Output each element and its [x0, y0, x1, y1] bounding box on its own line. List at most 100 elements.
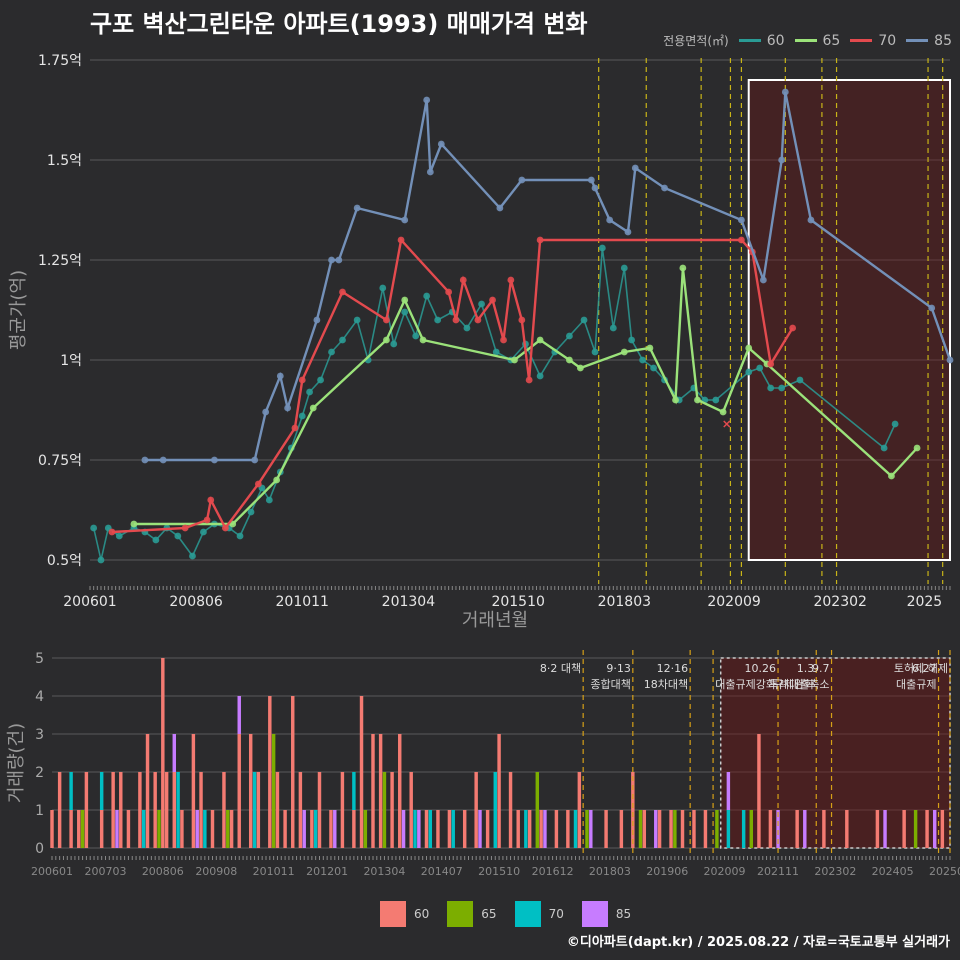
data-point-70	[738, 236, 745, 244]
bar-85	[589, 810, 593, 848]
data-point-85	[251, 456, 259, 464]
bar-60	[619, 810, 624, 848]
x-tick-label: 200806	[142, 865, 184, 878]
bar-65	[715, 810, 719, 848]
bar-70	[413, 810, 417, 848]
bar-60	[692, 810, 696, 848]
x-tick-label: 201510	[478, 865, 520, 878]
bar-60	[77, 810, 81, 848]
bar-60	[474, 772, 478, 848]
data-point-70	[536, 236, 544, 244]
data-point-60	[412, 332, 420, 340]
data-point-85	[426, 168, 434, 176]
legend-bottom-item-70: 70	[514, 901, 564, 927]
data-point-60	[580, 316, 588, 324]
bar-60	[180, 810, 184, 848]
legend-bottom-item-65: 65	[447, 901, 497, 927]
bar-60	[462, 810, 467, 848]
bar-70	[69, 772, 73, 810]
bar-60	[317, 772, 322, 848]
data-point-70	[108, 528, 116, 536]
data-point-70	[518, 316, 526, 324]
bar-60	[291, 696, 295, 848]
bar-60	[657, 810, 662, 848]
x-tick-label: 202111	[757, 865, 799, 878]
x-tick-label: 202302	[814, 865, 856, 878]
data-point-60	[745, 368, 753, 376]
bar-60	[164, 772, 169, 848]
policy-label: 규제완화	[774, 678, 814, 691]
bar-60	[275, 772, 280, 848]
x-tick-label: 200806	[169, 594, 223, 610]
x-tick-label: 201304	[382, 594, 436, 610]
policy-label: 9.7	[812, 662, 830, 675]
data-point-60	[796, 376, 804, 384]
bar-60	[902, 810, 906, 848]
legend-bottom: 60 65 70 85	[380, 901, 639, 927]
bar-60	[757, 734, 761, 848]
data-point-60	[298, 412, 306, 420]
data-point-85	[661, 184, 668, 192]
data-point-65	[694, 396, 701, 404]
price-chart: 0.5억 0.75억 1억 1.25억 1.5억 1.75억 200601 200806 201…	[8, 53, 954, 631]
bar-65	[157, 810, 161, 848]
legend-top: 전용면적(㎡) 60 65 70 85	[663, 32, 952, 49]
data-point-70	[445, 288, 453, 296]
legend-title: 전용면적(㎡)	[663, 34, 729, 48]
bar-60	[329, 810, 333, 848]
bar-70	[313, 810, 318, 848]
bar-65	[382, 772, 387, 848]
bar-70	[252, 772, 257, 848]
data-point-65	[566, 356, 573, 364]
bar-60	[237, 734, 241, 848]
series-line-85	[144, 91, 952, 462]
bar-60	[256, 772, 261, 848]
y-tick-label: 0.75억	[38, 453, 82, 469]
data-point-60	[756, 364, 764, 372]
bar-60	[409, 772, 413, 848]
bar-85	[195, 810, 199, 848]
data-point-60	[152, 536, 160, 544]
bar-60	[485, 810, 490, 848]
bar-60	[508, 772, 513, 848]
data-point-60	[650, 364, 657, 372]
bar-60	[161, 658, 165, 848]
volume-chart: 0 1 2 3 4 5 200601 200703 200806 200908 201011 2012…	[6, 650, 960, 878]
data-point-65	[309, 404, 317, 412]
data-point-65	[401, 296, 409, 304]
bar-65	[226, 810, 230, 848]
data-point-70	[207, 496, 215, 504]
data-point-85	[606, 216, 614, 224]
bar-60	[111, 772, 115, 848]
data-point-60	[891, 420, 899, 428]
data-point-65	[888, 472, 895, 480]
bar-60	[680, 810, 685, 848]
data-point-65	[273, 476, 281, 484]
legend-bottom-item-85: 85	[581, 901, 631, 927]
data-point-85	[276, 372, 284, 380]
bar-60	[99, 810, 104, 848]
data-point-70	[789, 324, 797, 332]
bar-70	[726, 810, 731, 848]
bar-85	[237, 696, 241, 734]
data-point-65	[672, 396, 679, 404]
bar-60	[84, 772, 89, 848]
data-point-70	[500, 336, 507, 344]
data-point-85	[587, 176, 595, 184]
data-point-60	[591, 348, 599, 356]
bar-60	[283, 810, 287, 848]
bar-65	[535, 772, 540, 848]
data-point-65	[679, 264, 687, 272]
bar-85	[401, 810, 406, 848]
bar-60	[768, 810, 773, 848]
data-point-85	[928, 304, 936, 312]
bar-85	[883, 810, 887, 848]
policy-label: 토허제 해제	[894, 661, 948, 675]
data-point-85	[624, 228, 632, 236]
y-axis-label: 거래량(건)	[6, 723, 27, 803]
data-point-70	[397, 236, 405, 244]
bar-65	[638, 810, 643, 848]
data-point-70	[291, 424, 299, 432]
x-tick-label: 201510	[491, 594, 544, 610]
